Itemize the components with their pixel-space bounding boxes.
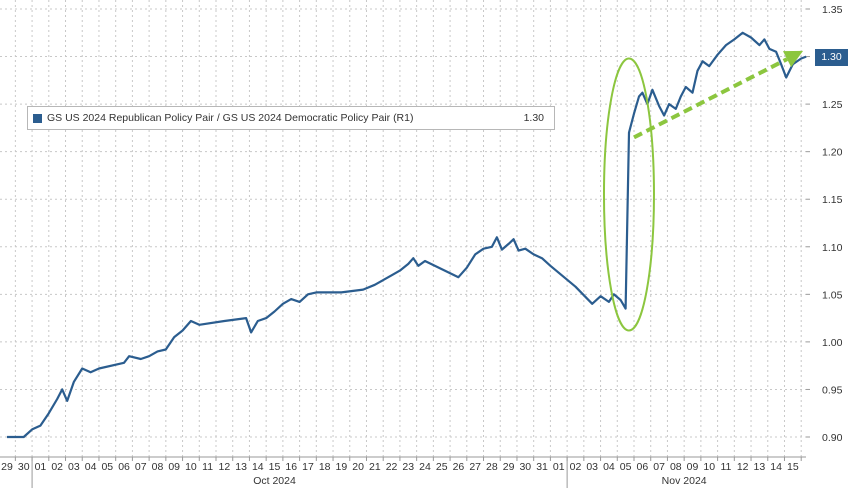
x-tick-label: 28 bbox=[486, 461, 498, 473]
legend-swatch bbox=[33, 114, 42, 123]
highlight-ellipse bbox=[602, 57, 655, 332]
x-tick-label: 30 bbox=[519, 461, 531, 473]
legend: GS US 2024 Republican Policy Pair / GS U… bbox=[27, 106, 555, 130]
legend-label: GS US 2024 Republican Policy Pair / GS U… bbox=[47, 112, 414, 124]
y-tick-label: 0.95 bbox=[822, 384, 843, 396]
x-tick-label: 08 bbox=[152, 461, 164, 473]
x-tick-label: 06 bbox=[118, 461, 130, 473]
x-tick-label: 10 bbox=[703, 461, 715, 473]
x-tick-label: 04 bbox=[603, 461, 615, 473]
x-tick-label: 12 bbox=[219, 461, 231, 473]
x-tick-label: 10 bbox=[185, 461, 197, 473]
x-tick-label: 21 bbox=[369, 461, 381, 473]
x-tick-label: 13 bbox=[235, 461, 247, 473]
x-tick-label: 31 bbox=[536, 461, 548, 473]
x-tick-label: 18 bbox=[319, 461, 331, 473]
month-labels: Oct 2024 Nov 2024 bbox=[31, 457, 707, 488]
x-tick-label: 12 bbox=[737, 461, 749, 473]
x-tick-label: 05 bbox=[101, 461, 113, 473]
x-tick-label: 15 bbox=[787, 461, 799, 473]
y-tick-label: 1.15 bbox=[822, 194, 843, 206]
y-tick-label: 1.00 bbox=[822, 337, 843, 349]
x-tick-label: 29 bbox=[1, 461, 13, 473]
x-tick-label: 15 bbox=[269, 461, 281, 473]
x-tick-label: 30 bbox=[18, 461, 30, 473]
x-tick-label: 07 bbox=[653, 461, 665, 473]
grid bbox=[0, 0, 806, 457]
last-value-badge: 1.30 bbox=[815, 49, 848, 66]
x-tick-label: 01 bbox=[553, 461, 565, 473]
x-tick-label: 29 bbox=[503, 461, 515, 473]
x-tick-label: 02 bbox=[51, 461, 63, 473]
x-axis: 29 30 01 02 03 04 05 06 07 08 09 10 11 12 13 14 15 16 17 18… bbox=[1, 457, 802, 473]
x-tick-label: 26 bbox=[453, 461, 465, 473]
x-tick-label: 25 bbox=[436, 461, 448, 473]
x-tick-label: 11 bbox=[202, 461, 213, 473]
x-tick-label: 07 bbox=[135, 461, 147, 473]
x-tick-label: 24 bbox=[419, 461, 431, 473]
x-tick-label: 03 bbox=[68, 461, 80, 473]
x-tick-label: 19 bbox=[336, 461, 348, 473]
x-tick-label: 04 bbox=[85, 461, 97, 473]
x-tick-label: 06 bbox=[637, 461, 649, 473]
trend-arrow-head bbox=[782, 50, 804, 68]
x-tick-label: 11 bbox=[721, 461, 732, 473]
x-tick-label: 03 bbox=[586, 461, 598, 473]
x-tick-label: 08 bbox=[670, 461, 682, 473]
series-line bbox=[7, 31, 807, 439]
annotations bbox=[602, 50, 804, 332]
y-tick-label: 1.35 bbox=[822, 4, 843, 16]
x-tick-label: 20 bbox=[352, 461, 364, 473]
legend-value: 1.30 bbox=[523, 112, 544, 124]
x-tick-label: 27 bbox=[469, 461, 481, 473]
y-axis: 0.900.951.001.051.101.151.201.251.301.35 bbox=[806, 4, 843, 444]
x-tick-label: 09 bbox=[687, 461, 699, 473]
y-tick-label: 1.20 bbox=[822, 147, 843, 159]
series-layer bbox=[7, 31, 807, 439]
y-tick-label: 1.25 bbox=[822, 99, 843, 111]
y-tick-label: 0.90 bbox=[822, 432, 843, 444]
month-label: Oct 2024 bbox=[253, 475, 296, 487]
x-tick-label: 05 bbox=[620, 461, 632, 473]
trend-arrow-shaft bbox=[633, 57, 788, 140]
month-label: Nov 2024 bbox=[662, 475, 707, 487]
y-tick-label: 1.10 bbox=[822, 242, 843, 254]
x-tick-label: 14 bbox=[770, 461, 782, 473]
x-tick-label: 23 bbox=[402, 461, 414, 473]
x-tick-label: 16 bbox=[285, 461, 297, 473]
x-tick-label: 02 bbox=[570, 461, 582, 473]
x-tick-label: 17 bbox=[302, 461, 314, 473]
x-tick-label: 01 bbox=[35, 461, 47, 473]
x-tick-label: 13 bbox=[754, 461, 766, 473]
x-tick-label: 22 bbox=[386, 461, 398, 473]
y-tick-label: 1.05 bbox=[822, 289, 843, 301]
x-tick-label: 14 bbox=[252, 461, 264, 473]
x-tick-label: 09 bbox=[168, 461, 180, 473]
